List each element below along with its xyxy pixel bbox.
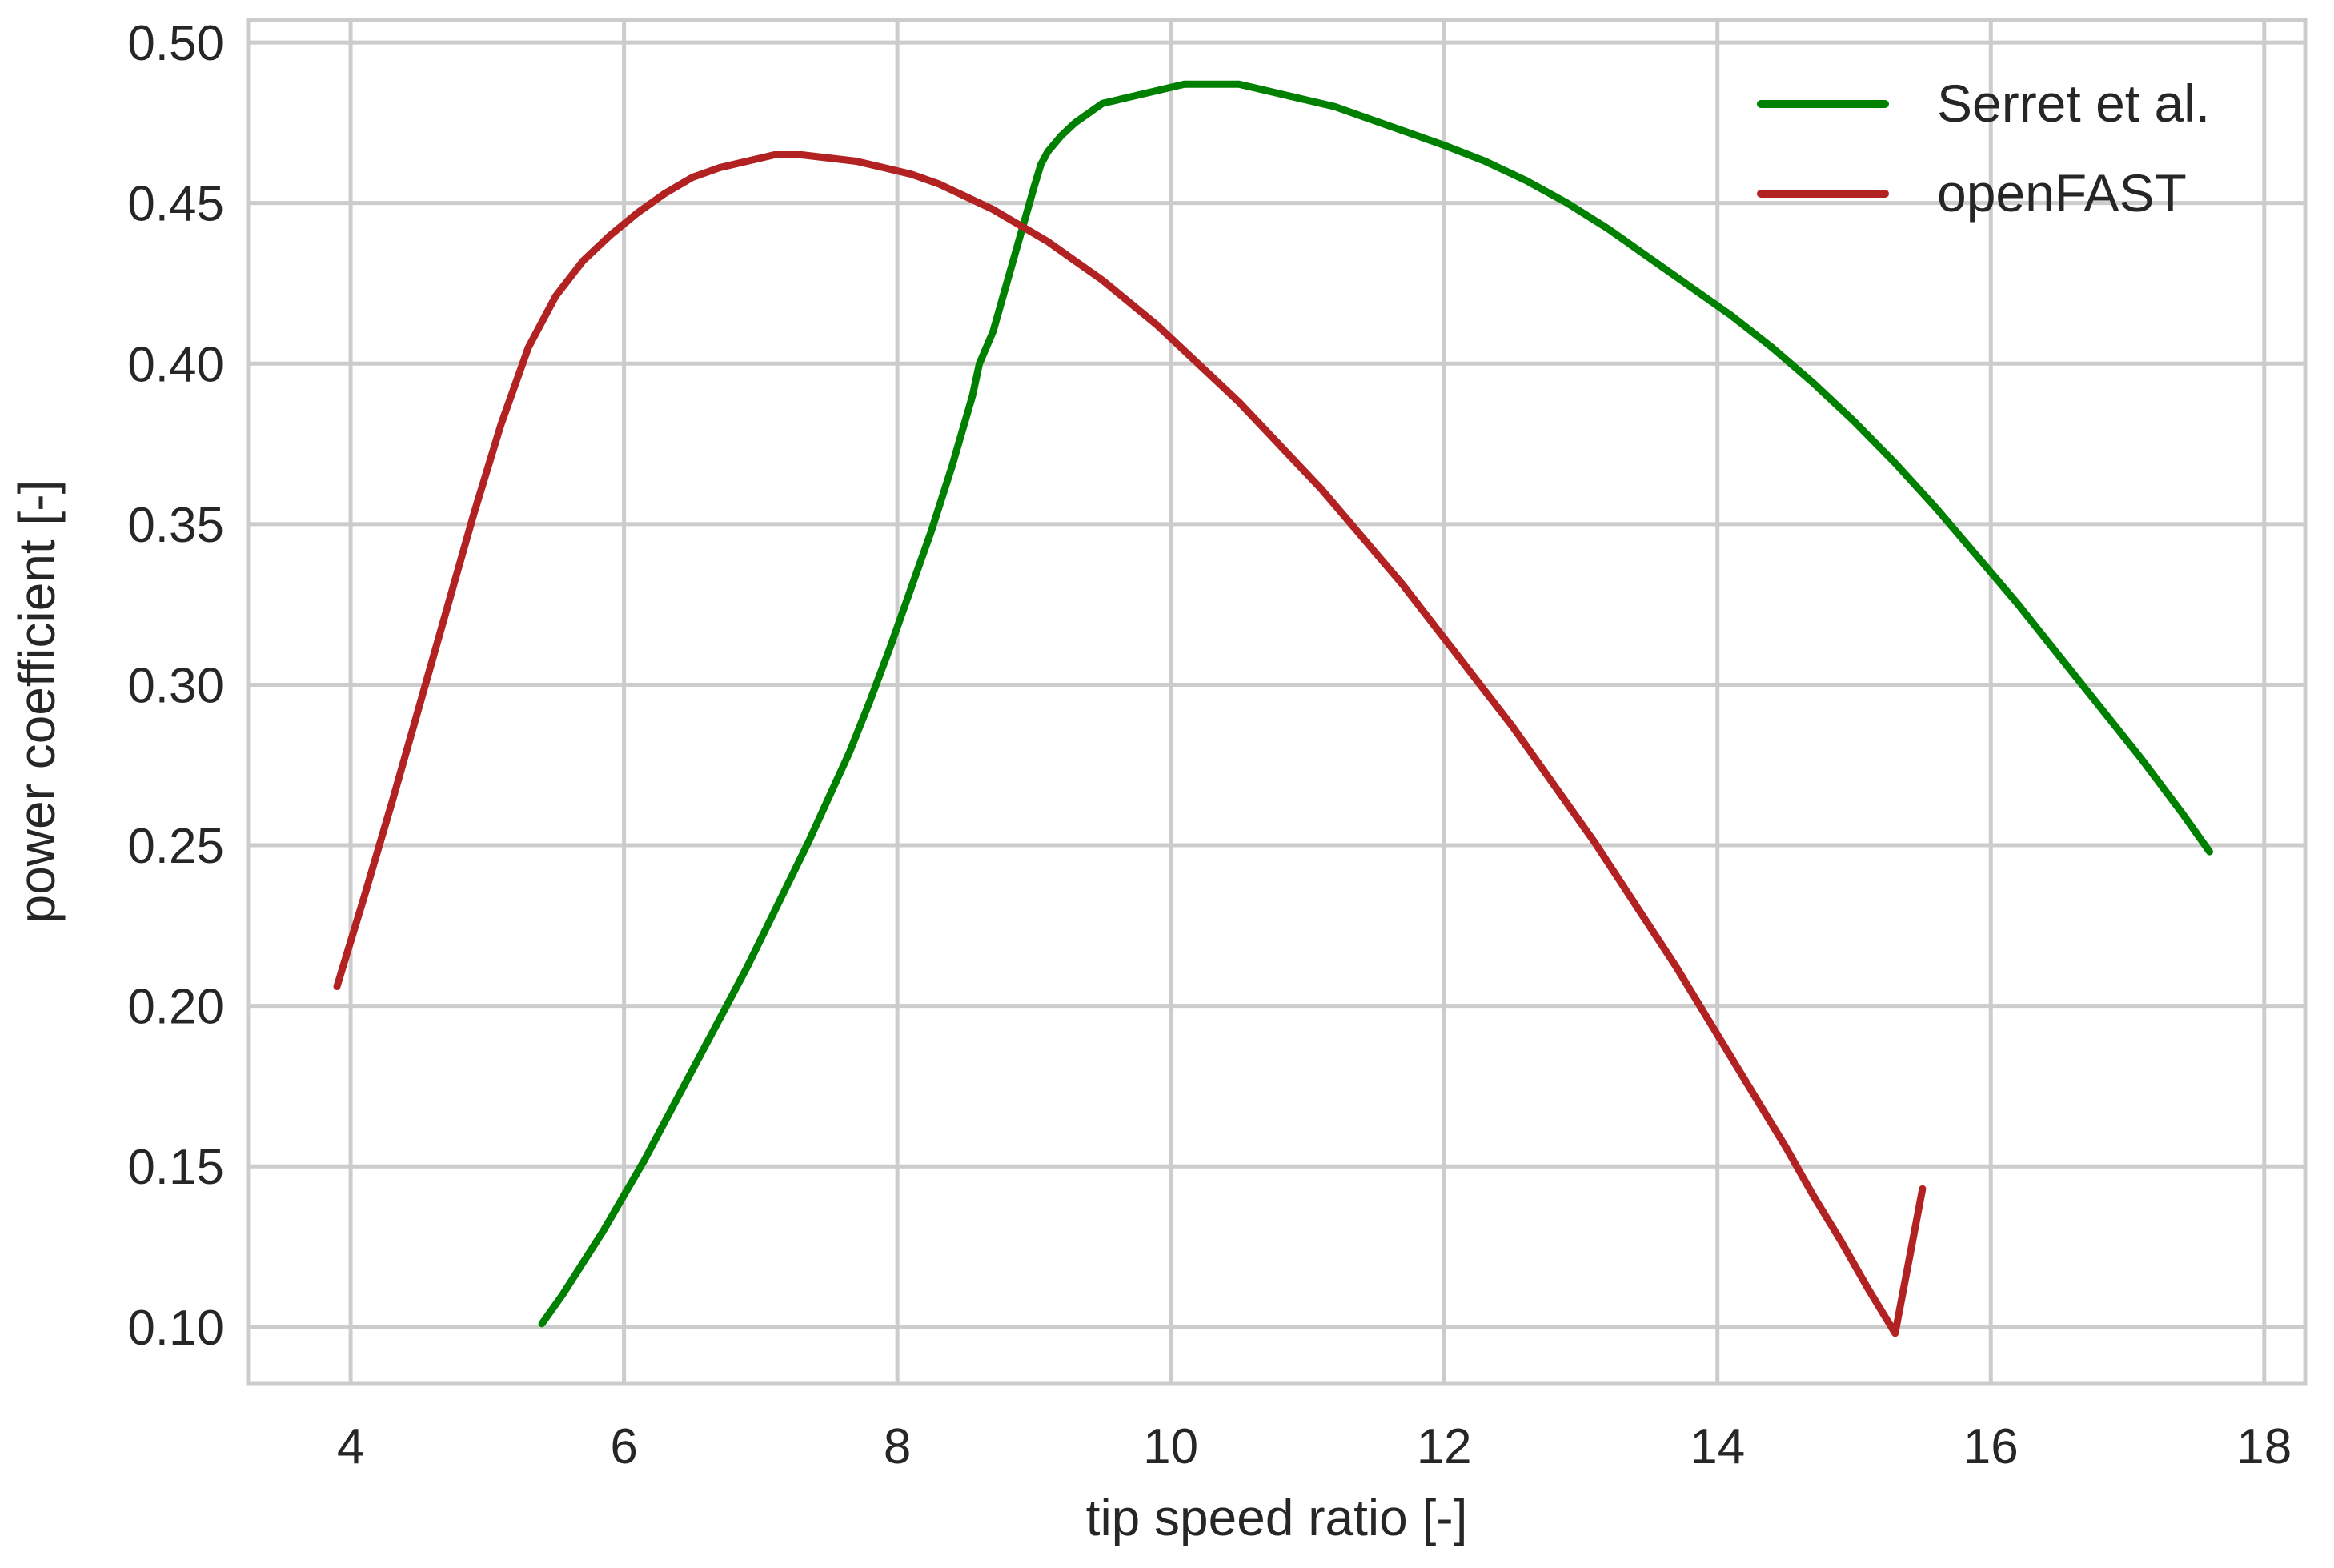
x-tick-label: 6 (610, 1419, 637, 1474)
y-tick-labels: 0.10 0.15 0.20 0.25 0.30 0.35 0.40 0.45 0.50 (127, 16, 224, 1356)
y-tick-label: 0.45 (127, 177, 224, 232)
x-tick-label: 10 (1143, 1419, 1198, 1474)
x-tick-labels: 4 6 8 10 12 14 16 18 (337, 1419, 2292, 1474)
legend: Serret et al. openFAST (1757, 74, 2210, 223)
legend-label-serret: Serret et al. (1937, 74, 2210, 133)
y-tick-label: 0.15 (127, 1140, 224, 1195)
x-tick-label: 14 (1690, 1419, 1745, 1474)
x-tick-label: 12 (1417, 1419, 1472, 1474)
series-line-serret (538, 80, 2213, 1328)
y-axis-label: power coefficient [-] (8, 480, 66, 924)
x-axis-label: tip speed ratio [-] (1086, 1489, 1468, 1546)
x-tick-label: 8 (884, 1419, 911, 1474)
y-tick-label: 0.35 (127, 498, 224, 553)
plot-frame (246, 18, 2308, 1386)
legend-label-openfast: openFAST (1937, 163, 2187, 223)
y-tick-label: 0.30 (127, 658, 224, 713)
y-tick-label: 0.20 (127, 980, 224, 1035)
y-tick-label: 0.50 (127, 16, 224, 71)
series-line-openfast (333, 151, 1927, 1337)
series-group (333, 80, 2213, 1337)
y-tick-label: 0.25 (127, 819, 224, 874)
y-tick-label: 0.10 (127, 1301, 224, 1356)
x-tick-label: 18 (2236, 1419, 2292, 1474)
x-tick-label: 4 (337, 1419, 364, 1474)
grid (248, 20, 2305, 1383)
y-tick-label: 0.40 (127, 337, 224, 392)
x-tick-label: 16 (1963, 1419, 2019, 1474)
